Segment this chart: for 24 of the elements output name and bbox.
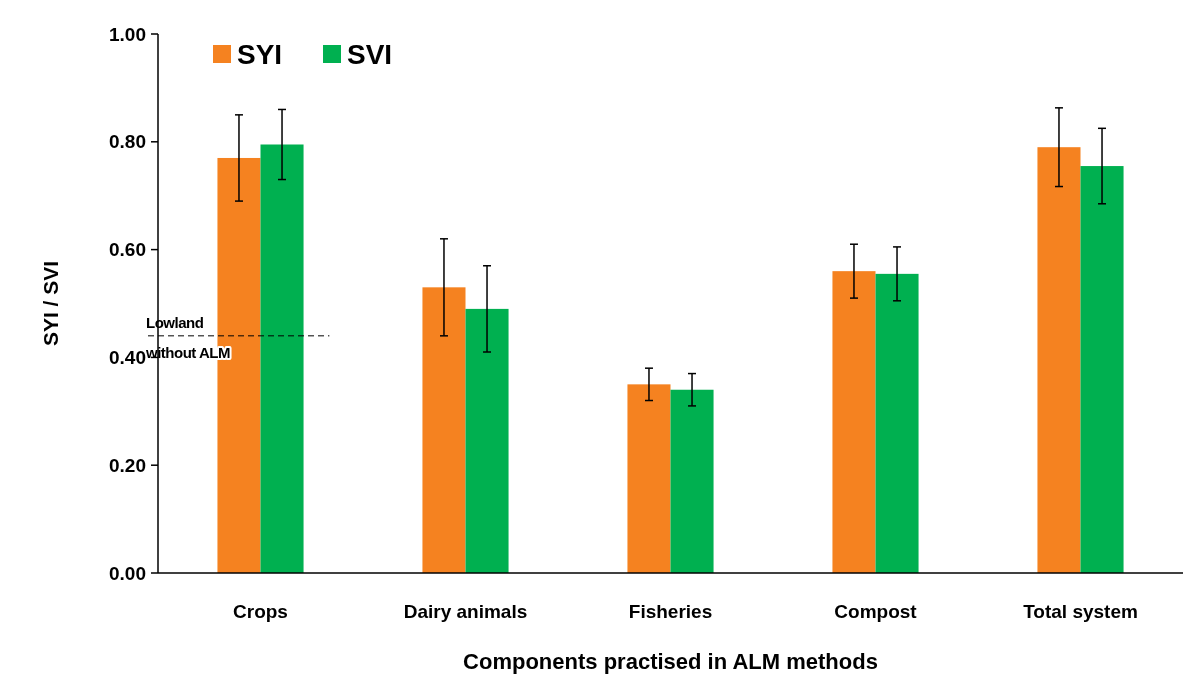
legend-label: SVI [347,39,393,71]
bar [260,144,304,573]
legend-label: SYI [237,39,283,71]
y-tick-label: 1.00 [109,23,146,45]
bar [1037,147,1081,573]
x-tick-label: Dairy animals [403,601,528,622]
y-tick-label: 0.40 [109,347,146,369]
bar [1080,166,1124,573]
y-tick-label: 0.60 [109,239,146,261]
y-tick-label: 0.80 [109,131,146,153]
y-axis-title: SYI / SVI [39,260,62,347]
y-tick-label: 0.00 [109,562,146,584]
bar [422,287,466,573]
x-tick-label: Fisheries [628,601,713,622]
bar [627,384,671,573]
bar [465,308,509,573]
x-tick-label: Total system [1023,601,1138,622]
x-axis-title: Components practised in ALM methods [463,649,878,674]
bar [832,271,876,573]
bar [670,389,714,573]
x-tick-label: Crops [233,601,288,622]
bar [875,273,919,573]
y-tick-label: 0.20 [109,454,146,476]
x-tick-label: Compost [834,601,918,622]
